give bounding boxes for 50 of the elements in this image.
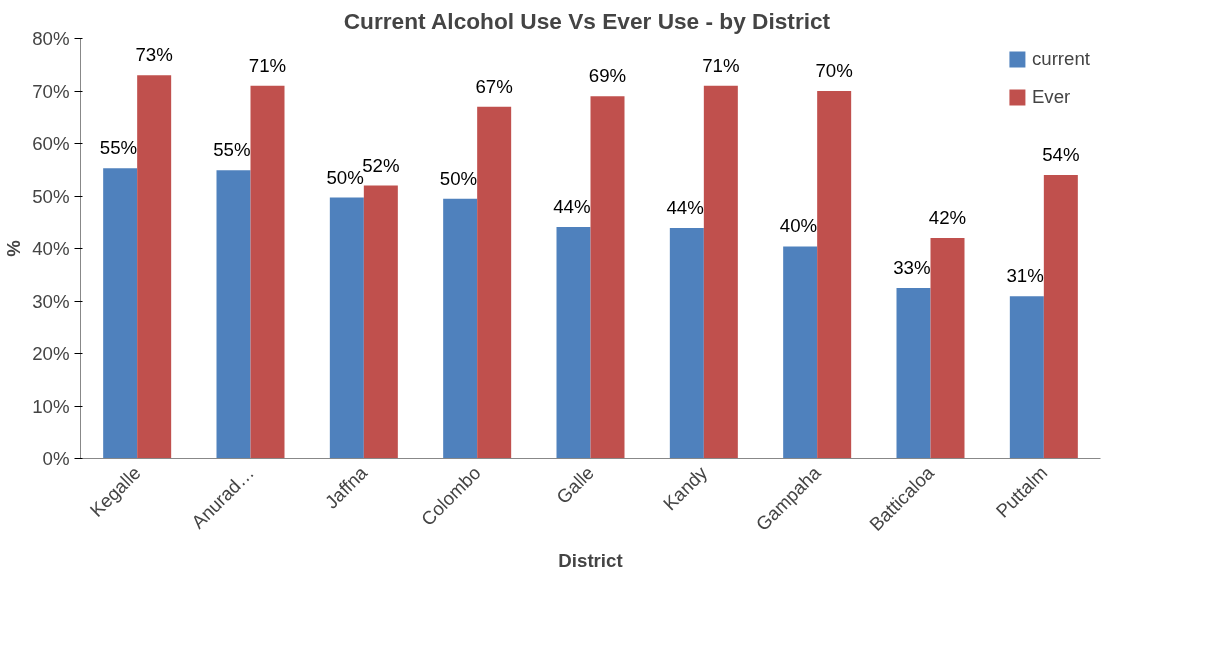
legend-label: current [1031, 48, 1090, 70]
y-tick-label: 30% [32, 290, 70, 312]
data-label: 69% [588, 65, 627, 87]
data-label: 67% [475, 75, 513, 97]
y-tick-label: 80% [32, 28, 70, 49]
data-label: 31% [1006, 265, 1044, 287]
y-axis-title: % [3, 239, 25, 257]
bar [137, 75, 172, 459]
data-label: 52% [362, 154, 400, 176]
bar [556, 226, 591, 459]
bar [896, 287, 931, 459]
bar [817, 91, 852, 459]
y-tick-label: 20% [32, 343, 70, 364]
data-label: 73% [135, 44, 173, 66]
y-tick-label: 10% [32, 395, 70, 417]
bar [1043, 175, 1078, 459]
data-label: 70% [815, 60, 853, 81]
bar [669, 228, 704, 459]
y-tick-label: 0% [42, 448, 70, 469]
legend-label: Ever [1031, 86, 1071, 108]
bar [363, 185, 398, 459]
x-axis-title: District [558, 550, 623, 572]
data-label: 50% [439, 167, 478, 189]
data-label: 71% [248, 54, 287, 76]
bar [250, 85, 285, 459]
bar [103, 168, 138, 459]
bar [590, 96, 625, 459]
data-label: 44% [553, 195, 591, 217]
data-label: 33% [893, 256, 931, 278]
bar [216, 170, 251, 459]
bar [1009, 296, 1044, 459]
data-label: 71% [702, 54, 740, 76]
bar [783, 246, 818, 459]
data-label: 40% [779, 215, 818, 237]
data-label: 55% [99, 137, 138, 159]
data-label: 50% [326, 166, 364, 188]
data-label: 42% [928, 207, 967, 228]
bar [477, 106, 512, 459]
chart-title: Current Alcohol Use Vs Ever Use - by District [343, 7, 831, 34]
y-tick-label: 60% [32, 133, 70, 154]
y-tick-label: 40% [32, 238, 70, 259]
bar [329, 197, 364, 459]
y-tick-label: 50% [32, 185, 70, 207]
y-tick-label: 70% [32, 80, 70, 102]
bar [703, 85, 738, 459]
bar [443, 198, 478, 459]
data-label: 54% [1042, 144, 1080, 165]
bar [930, 238, 965, 459]
data-label: 44% [666, 197, 704, 219]
data-label: 55% [213, 139, 251, 161]
